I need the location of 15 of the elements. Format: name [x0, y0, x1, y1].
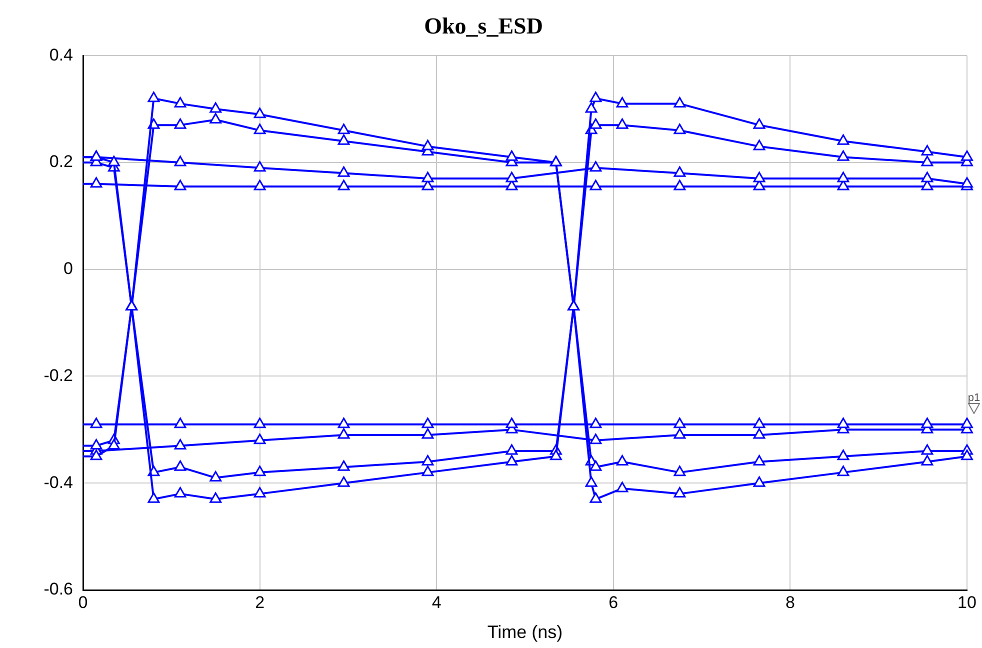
x-tick-label: 8 [785, 592, 795, 612]
y-tick-label: -0.4 [44, 472, 73, 492]
x-tick-label: 6 [608, 592, 618, 612]
y-tick-label: -0.6 [44, 580, 73, 599]
x-tick-label: 2 [255, 592, 265, 612]
x-tick-label: 4 [432, 592, 442, 612]
y-tick-label: 0.4 [49, 45, 73, 64]
annotation: p1 [968, 392, 980, 404]
x-tick-label: 10 [958, 592, 976, 612]
x-axis-title: Time (ns) [487, 622, 563, 642]
chart-title: Oko_s_ESD [424, 14, 543, 39]
y-tick-label: 0.2 [49, 152, 73, 172]
y-tick-label: 0 [64, 259, 73, 278]
x-tick-label: 0 [78, 592, 88, 612]
y-tick-label: -0.2 [44, 366, 73, 385]
